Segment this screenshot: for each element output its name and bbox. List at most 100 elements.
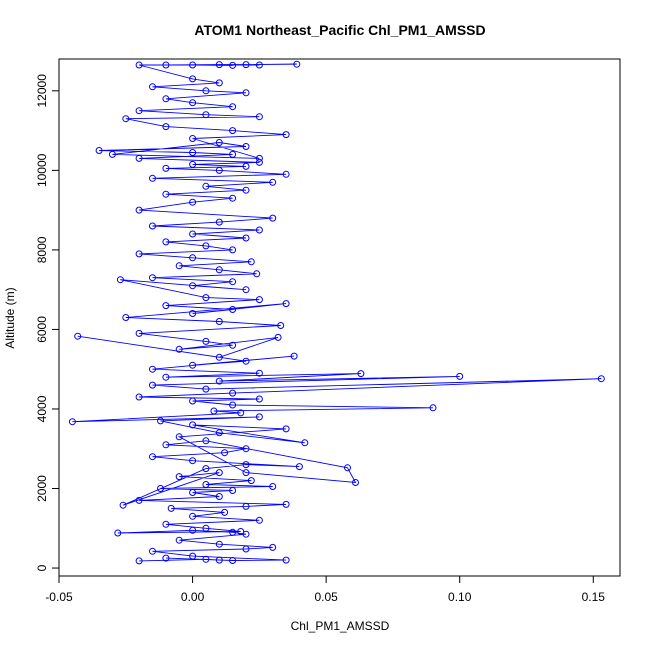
data-point	[215, 493, 223, 500]
data-point	[215, 353, 223, 361]
data-point	[189, 310, 197, 317]
data-point	[274, 333, 282, 341]
data-point	[95, 147, 103, 154]
data-point	[282, 425, 290, 433]
data-point	[247, 258, 255, 266]
data-point	[189, 160, 197, 168]
data-point	[202, 524, 210, 532]
data-point	[119, 501, 127, 509]
data-point	[149, 274, 156, 282]
data-point	[157, 485, 164, 492]
data-point	[269, 543, 277, 551]
data-point	[189, 282, 197, 290]
data-point	[429, 404, 437, 412]
x-axis: -0.05 0.00 0.05 0.10 0.15	[45, 575, 605, 604]
data-point	[352, 479, 359, 486]
data-point	[229, 401, 237, 409]
data-point	[162, 302, 170, 310]
x-tick-label: -0.05	[45, 590, 73, 604]
data-point	[242, 234, 250, 242]
data-point	[162, 520, 170, 528]
data-point	[229, 487, 237, 494]
data-point	[269, 214, 277, 222]
data-point	[189, 135, 197, 142]
data-point	[242, 545, 250, 553]
data-point	[189, 75, 197, 83]
data-point	[242, 502, 250, 510]
data-point	[255, 158, 263, 166]
data-point	[215, 79, 223, 87]
data-point	[175, 473, 183, 481]
y-tick-label: 4000	[35, 395, 49, 422]
data-point	[135, 107, 143, 115]
data-point	[202, 555, 210, 563]
data-point	[282, 170, 290, 178]
data-point	[242, 445, 250, 453]
data-point	[189, 254, 197, 262]
data-point	[293, 60, 301, 68]
data-point	[74, 332, 82, 340]
data-point	[221, 508, 229, 516]
data-point	[149, 365, 156, 373]
data-point	[255, 113, 263, 121]
data-point	[229, 127, 237, 135]
y-tick-label: 6000	[35, 316, 49, 343]
data-point	[202, 182, 210, 190]
data-point	[135, 329, 143, 337]
data-point	[229, 341, 237, 349]
data-point	[242, 286, 250, 294]
data-point	[215, 469, 223, 477]
data-point	[202, 337, 210, 345]
data-point	[175, 345, 183, 353]
data-point	[167, 504, 175, 512]
data-point	[456, 372, 464, 380]
data-point	[242, 469, 250, 477]
data-point	[215, 139, 223, 146]
data-point	[242, 461, 250, 469]
data-point	[202, 111, 210, 119]
series-layer	[68, 60, 605, 565]
data-point	[202, 87, 210, 95]
x-tick-label: 0.10	[448, 590, 472, 604]
data-point	[215, 218, 223, 226]
data-point	[202, 481, 210, 488]
data-point	[242, 61, 250, 69]
data-point	[68, 418, 76, 426]
data-point	[255, 61, 263, 69]
x-tick-label: 0.05	[314, 590, 338, 604]
data-point	[215, 556, 223, 564]
data-point	[122, 314, 130, 321]
data-point	[189, 526, 197, 534]
data-point	[135, 154, 143, 162]
data-point	[135, 250, 143, 258]
data-point	[269, 483, 277, 490]
data-point	[189, 457, 197, 465]
data-point	[162, 441, 170, 449]
data-point	[255, 516, 263, 524]
data-point	[282, 500, 290, 508]
data-point	[162, 123, 170, 131]
data-point	[162, 238, 170, 246]
data-point	[229, 246, 237, 254]
data-point	[247, 477, 255, 485]
data-point	[237, 528, 245, 535]
data-point	[277, 322, 285, 329]
data-point	[255, 413, 263, 421]
data-point	[189, 512, 197, 520]
data-point	[135, 393, 143, 401]
data-point	[189, 397, 197, 405]
data-point	[357, 370, 365, 378]
data-point	[229, 150, 237, 158]
data-point	[290, 352, 298, 360]
y-tick-label: 0	[35, 564, 49, 571]
data-point	[242, 89, 250, 97]
data-point	[229, 389, 237, 397]
data-point	[189, 230, 197, 238]
x-axis-label: Chl_PM1_AMSSD	[291, 619, 390, 633]
data-point	[597, 375, 605, 383]
data-point	[175, 433, 183, 441]
data-point	[215, 166, 223, 174]
data-point	[255, 395, 263, 403]
data-point	[242, 143, 250, 150]
data-point	[255, 226, 263, 234]
